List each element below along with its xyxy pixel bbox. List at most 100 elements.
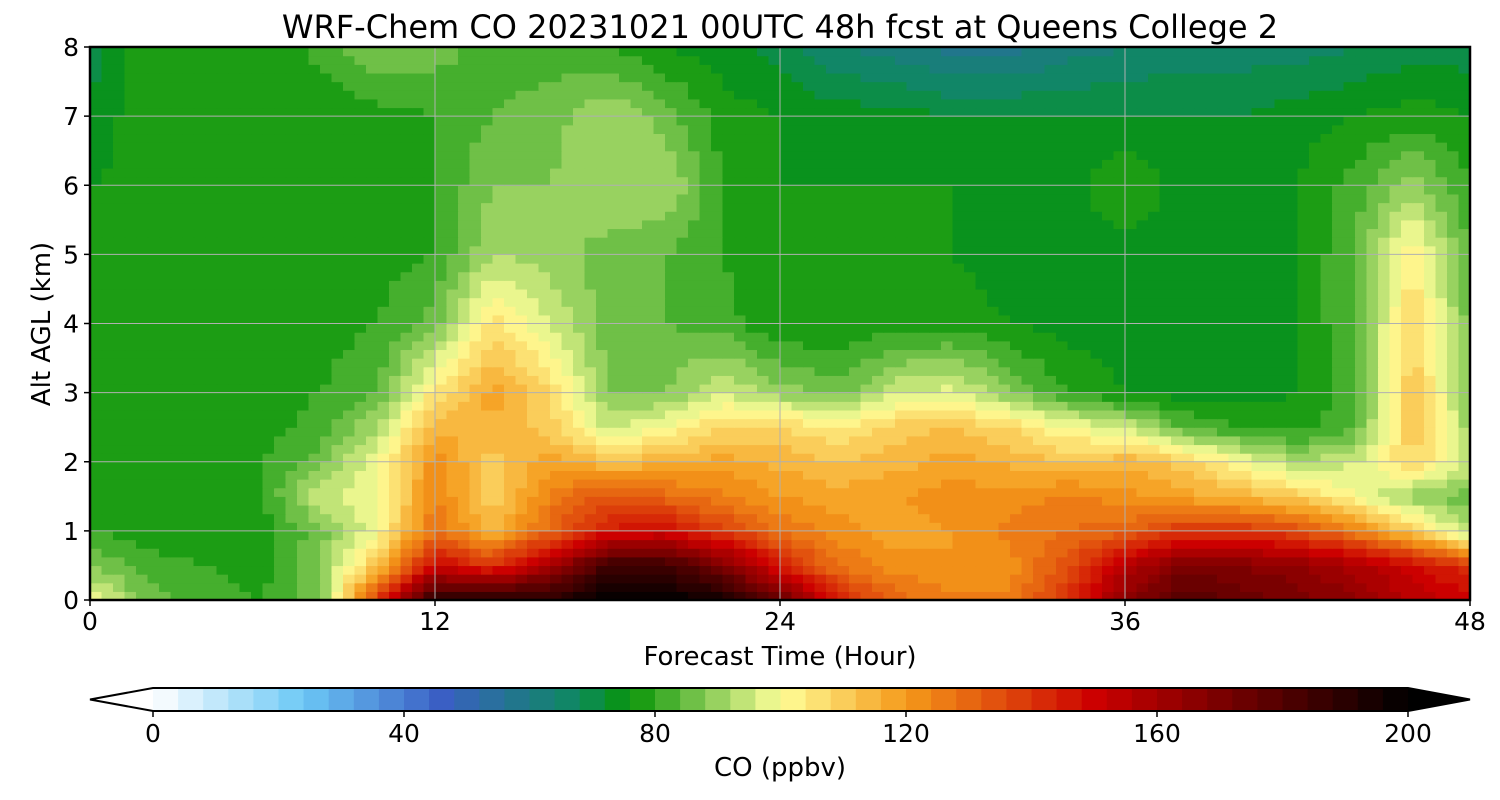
heatmap-cell [1079, 332, 1092, 342]
heatmap-cell [1286, 263, 1299, 273]
heatmap-cell [596, 263, 609, 273]
heatmap-cell [642, 496, 655, 506]
heatmap-cell [849, 383, 862, 394]
heatmap-cell [515, 470, 528, 480]
heatmap-cell [803, 574, 816, 584]
heatmap-cell [1021, 504, 1034, 515]
heatmap-cell [101, 487, 114, 497]
heatmap-cell [1435, 461, 1448, 471]
heatmap-cell [849, 496, 862, 506]
heatmap-cell [607, 539, 620, 549]
heatmap-cell [596, 323, 609, 333]
heatmap-cell [377, 444, 390, 454]
heatmap-cell [872, 254, 885, 264]
heatmap-cell [515, 539, 528, 549]
heatmap-cell [630, 479, 643, 489]
heatmap-cell [193, 409, 206, 420]
heatmap-cell [1251, 401, 1264, 411]
heatmap-cell [504, 418, 517, 428]
heatmap-cell [722, 513, 735, 523]
heatmap-cell [515, 392, 528, 402]
heatmap-cell [711, 487, 724, 497]
heatmap-cell [757, 453, 770, 463]
heatmap-cell [1021, 470, 1034, 480]
heatmap-cell [1194, 496, 1207, 506]
heatmap-cell [906, 470, 919, 480]
heatmap-cell [182, 288, 195, 299]
heatmap-cell [998, 591, 1011, 600]
heatmap-cell [1355, 444, 1368, 454]
heatmap-cell [550, 349, 563, 359]
heatmap-cell [1458, 288, 1470, 299]
heatmap-cell [113, 487, 126, 497]
heatmap-cell [860, 314, 873, 325]
heatmap-cell [297, 556, 310, 567]
heatmap-cell [504, 263, 517, 273]
heatmap-cell [1194, 314, 1207, 325]
heatmap-cell [734, 409, 747, 420]
heatmap-cell [895, 288, 908, 299]
heatmap-cell [366, 358, 379, 368]
heatmap-cell [596, 591, 609, 600]
heatmap-cell [136, 349, 149, 359]
heatmap-cell [1435, 375, 1448, 385]
heatmap-cell [1286, 479, 1299, 489]
heatmap-cell [124, 332, 137, 342]
heatmap-cell [90, 548, 103, 558]
heatmap-cell [1090, 340, 1103, 351]
heatmap-cell [987, 314, 1000, 325]
heatmap-cell [1113, 349, 1126, 359]
heatmap-cell [964, 513, 977, 523]
heatmap-cell [101, 409, 114, 420]
heatmap-cell [308, 556, 321, 567]
heatmap-cell [527, 504, 540, 515]
heatmap-cell [366, 245, 379, 255]
heatmap-cell [1136, 427, 1149, 437]
heatmap-cell [1159, 435, 1172, 446]
heatmap-cell [803, 504, 816, 515]
heatmap-cell [435, 280, 448, 290]
heatmap-cell [113, 556, 126, 567]
heatmap-cell [630, 340, 643, 351]
heatmap-cell [446, 254, 459, 264]
heatmap-cell [1090, 349, 1103, 359]
heatmap-cell [872, 280, 885, 290]
heatmap-cell [860, 582, 873, 592]
heatmap-cell [1343, 401, 1356, 411]
heatmap-cell [538, 254, 551, 264]
heatmap-cell [216, 245, 229, 255]
heatmap-cell [239, 358, 252, 368]
heatmap-cell [1194, 409, 1207, 420]
heatmap-cell [619, 548, 632, 558]
heatmap-cell [665, 332, 678, 342]
heatmap-cell [297, 435, 310, 446]
heatmap-cell [538, 383, 551, 394]
heatmap-cell [538, 435, 551, 446]
heatmap-cell [147, 366, 160, 376]
heatmap-cell [573, 392, 586, 402]
heatmap-cell [1355, 280, 1368, 290]
heatmap-cell [90, 435, 103, 446]
heatmap-cell [837, 409, 850, 420]
heatmap-cell [251, 383, 264, 394]
heatmap-cell [1389, 504, 1402, 515]
heatmap-cell [285, 479, 298, 489]
heatmap-cell [228, 556, 241, 567]
heatmap-cell [780, 375, 793, 385]
heatmap-cell [423, 288, 436, 299]
heatmap-cell [1251, 453, 1264, 463]
heatmap-cell [1424, 453, 1437, 463]
heatmap-cell [1079, 358, 1092, 368]
heatmap-cell [906, 418, 919, 428]
heatmap-cell [320, 513, 333, 523]
heatmap-cell [1309, 323, 1322, 333]
heatmap-cell [1389, 280, 1402, 290]
heatmap-cell [147, 418, 160, 428]
heatmap-cell [1090, 479, 1103, 489]
heatmap-cell [561, 401, 574, 411]
heatmap-cell [837, 340, 850, 351]
heatmap-cell [343, 470, 356, 480]
heatmap-cell [1343, 470, 1356, 480]
heatmap-cell [699, 418, 712, 428]
heatmap-cell [1010, 254, 1023, 264]
